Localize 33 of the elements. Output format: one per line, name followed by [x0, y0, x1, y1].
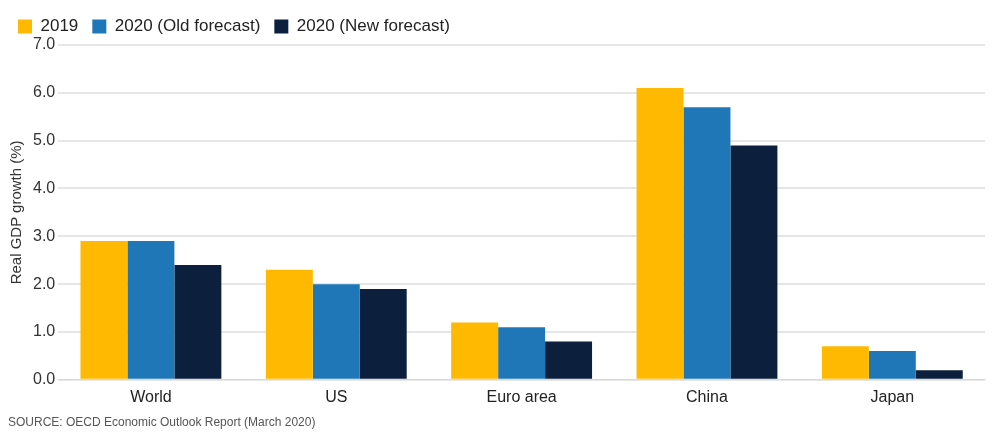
- x-tick-label: China: [686, 387, 728, 405]
- y-tick-label: 7.0: [32, 35, 56, 53]
- y-tick-label: 1.0: [32, 322, 56, 340]
- x-tick-label: Japan: [870, 387, 915, 405]
- y-tick-label: 6.0: [32, 83, 56, 101]
- bar: [265, 269, 313, 379]
- y-tick-label: 4.0: [32, 178, 56, 196]
- legend-label: 2020 (New forecast): [296, 16, 450, 36]
- x-tick-label: Euro area: [486, 387, 557, 405]
- bar: [127, 241, 175, 379]
- y-tick-label: 3.0: [32, 226, 56, 244]
- y-tick-label: 2.0: [32, 274, 56, 292]
- x-tick-label: World: [130, 387, 172, 405]
- bar: [174, 265, 222, 379]
- bar: [451, 322, 499, 379]
- bar: [683, 107, 731, 379]
- bar: [80, 241, 128, 379]
- source-note: SOURCE: OECD Economic Outlook Report (March 2020): [8, 415, 317, 429]
- y-axis-title: Real GDP growth (%): [7, 140, 25, 285]
- y-tick-label: 5.0: [32, 131, 56, 149]
- legend-label: 2020 (Old forecast): [114, 16, 261, 36]
- y-tick-label: 0.0: [32, 370, 56, 388]
- bar: [915, 370, 963, 379]
- bar: [821, 346, 869, 379]
- legend-label: 2019: [40, 16, 79, 36]
- bar: [868, 351, 916, 379]
- x-tick-label: US: [325, 387, 348, 405]
- bar: [545, 341, 593, 379]
- bar: [636, 88, 684, 379]
- bar: [498, 327, 546, 379]
- bar: [730, 145, 778, 379]
- bar: [359, 288, 407, 379]
- bar: [312, 284, 360, 379]
